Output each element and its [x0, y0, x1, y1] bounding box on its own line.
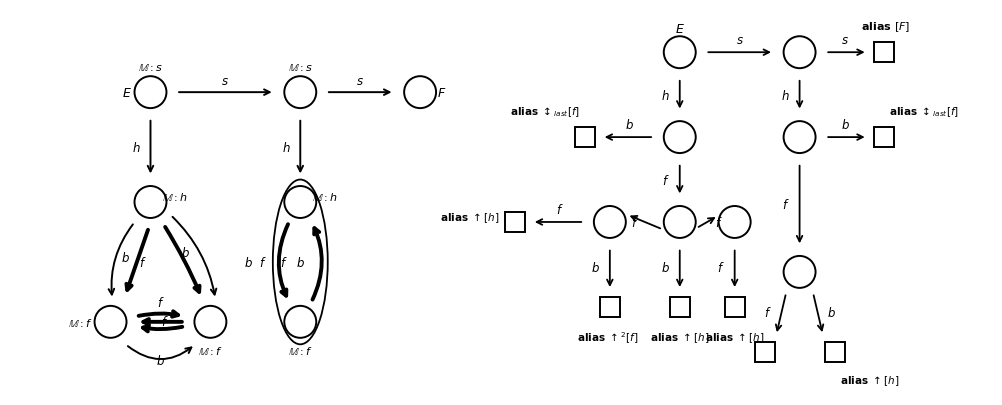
Text: $f$: $f$ [631, 215, 638, 229]
Text: $E$: $E$ [674, 23, 684, 36]
Bar [505, 213, 525, 232]
Circle shape [134, 77, 166, 109]
Text: $\mathbb{M}:h$: $\mathbb{M}:h$ [313, 190, 339, 202]
Text: $s$: $s$ [735, 34, 743, 47]
Text: alias $\uparrow[h]$: alias $\uparrow[h]$ [440, 211, 499, 224]
Circle shape [285, 77, 317, 109]
Text: $b$: $b$ [828, 306, 836, 320]
Text: $h$: $h$ [661, 88, 670, 102]
Text: $f$: $f$ [160, 314, 168, 328]
Text: $f$: $f$ [259, 255, 267, 269]
Bar [600, 297, 620, 317]
Text: alias $\uparrow[h]$: alias $\uparrow[h]$ [705, 330, 765, 344]
Circle shape [404, 77, 436, 109]
Text: $\mathbb{M}:f$: $\mathbb{M}:f$ [288, 344, 313, 356]
Text: $\mathbb{M}:f$: $\mathbb{M}:f$ [198, 344, 222, 356]
Bar [755, 342, 775, 362]
Circle shape [94, 306, 126, 338]
Bar [875, 128, 895, 148]
Bar [724, 297, 744, 317]
Circle shape [285, 187, 317, 218]
Text: alias $\uparrow^2[f]$: alias $\uparrow^2[f]$ [577, 329, 638, 345]
Circle shape [663, 207, 695, 239]
Circle shape [718, 207, 750, 239]
Bar [875, 43, 895, 63]
Text: $h$: $h$ [782, 88, 790, 102]
Text: $h$: $h$ [282, 141, 291, 155]
Bar [825, 342, 845, 362]
Text: $\mathbb{M}:f$: $\mathbb{M}:f$ [68, 316, 93, 328]
Text: $s$: $s$ [357, 75, 364, 87]
Circle shape [594, 207, 626, 239]
Bar [575, 128, 595, 148]
Text: $b$: $b$ [181, 245, 190, 259]
Circle shape [784, 122, 816, 153]
Text: $\mathbb{M}:s$: $\mathbb{M}:s$ [288, 62, 313, 72]
Text: $s$: $s$ [841, 34, 849, 47]
Bar [669, 297, 689, 317]
Text: $h$: $h$ [132, 141, 141, 155]
Text: $b$: $b$ [661, 261, 670, 275]
Text: $b$: $b$ [591, 261, 600, 275]
Text: $\mathbb{M}:h$: $\mathbb{M}:h$ [162, 190, 188, 202]
Circle shape [663, 122, 695, 153]
Text: $f$: $f$ [782, 198, 790, 212]
Circle shape [784, 256, 816, 288]
Text: alias $\updownarrow_{last}[f]$: alias $\updownarrow_{last}[f]$ [890, 105, 960, 119]
Text: $f$: $f$ [281, 255, 289, 269]
Text: $E$: $E$ [121, 86, 131, 99]
Text: $f$: $f$ [138, 255, 146, 269]
Circle shape [784, 37, 816, 69]
Text: alias $\uparrow[h]$: alias $\uparrow[h]$ [650, 330, 709, 344]
Text: alias $\updownarrow_{last}[f]$: alias $\updownarrow_{last}[f]$ [510, 105, 580, 119]
Text: $b$: $b$ [243, 255, 253, 269]
Text: $b$: $b$ [296, 255, 305, 269]
Circle shape [134, 187, 166, 218]
Text: $f$: $f$ [716, 261, 724, 275]
Text: $\mathbb{M}:s$: $\mathbb{M}:s$ [138, 62, 163, 72]
Text: alias $\uparrow[h]$: alias $\uparrow[h]$ [840, 373, 899, 387]
Circle shape [285, 306, 317, 338]
Text: $f$: $f$ [555, 202, 563, 216]
Text: $f$: $f$ [662, 173, 669, 187]
Text: $f$: $f$ [764, 306, 772, 320]
Text: $b$: $b$ [121, 250, 130, 264]
Text: $F$: $F$ [438, 86, 447, 99]
Text: $b$: $b$ [156, 353, 165, 367]
Text: $f$: $f$ [715, 215, 723, 229]
Circle shape [194, 306, 226, 338]
Text: alias $[F]$: alias $[F]$ [861, 20, 910, 34]
Circle shape [663, 37, 695, 69]
Text: $f$: $f$ [156, 295, 164, 309]
Text: $b$: $b$ [841, 118, 850, 132]
Text: $s$: $s$ [221, 75, 229, 87]
Text: $b$: $b$ [625, 118, 634, 132]
